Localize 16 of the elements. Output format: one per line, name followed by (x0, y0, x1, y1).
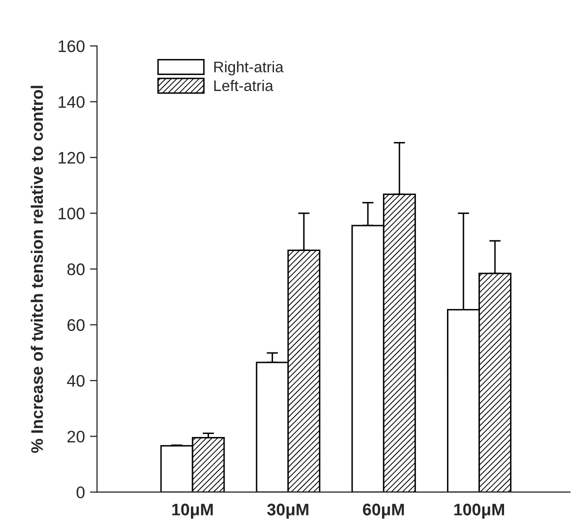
y-tick-label: 60 (68, 319, 85, 331)
x-tick-label: 30μM (267, 504, 308, 519)
legend-label: Left-atria (214, 80, 274, 92)
x-tick-label: 10μM (172, 504, 213, 519)
y-tick-label: 0 (76, 486, 85, 498)
y-tick-label: 100 (58, 208, 85, 220)
y-tick-label: 20 (68, 430, 85, 443)
y-tick-label: 40 (67, 374, 85, 387)
y-tick-label: 140 (58, 96, 85, 108)
legend-label: Right-atria (214, 61, 284, 76)
y-axis-title: % Increase of twitch tension relative to control (30, 86, 43, 453)
y-tick-label: 80 (67, 263, 85, 276)
x-tick-label: 60μM (362, 504, 404, 519)
y-tick-label: 160 (58, 40, 85, 52)
x-tick-label: 100μM (454, 504, 504, 519)
y-tick-label: 120 (58, 152, 85, 164)
